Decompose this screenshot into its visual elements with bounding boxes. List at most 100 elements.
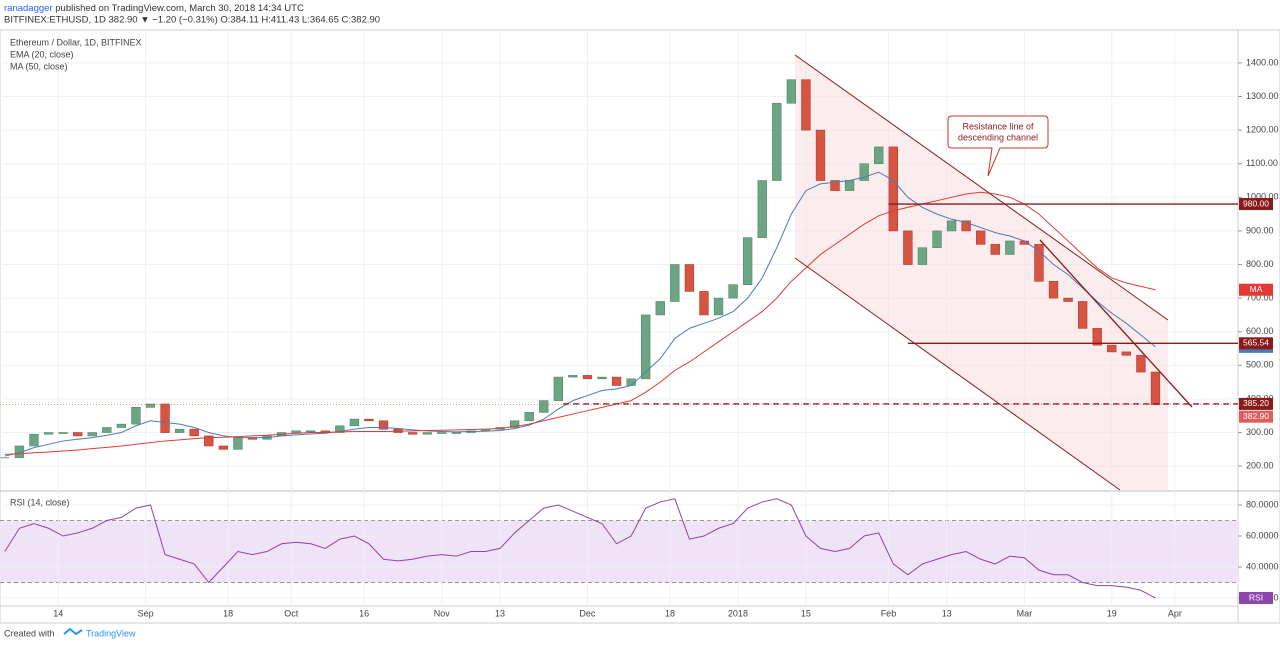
candle xyxy=(437,432,447,434)
level-label-bg xyxy=(1239,397,1273,410)
x-tick-label: Apr xyxy=(1168,608,1182,618)
candle xyxy=(43,432,54,435)
series-line xyxy=(4,171,1156,457)
candle xyxy=(641,314,651,380)
x-tick-label: Mar xyxy=(1017,608,1033,618)
candle xyxy=(830,180,840,191)
candle xyxy=(568,375,578,378)
candle xyxy=(742,237,753,285)
series-line xyxy=(4,498,1156,599)
symbol-line: BITFINEX:ETHUSD, 1D 382.90 ▼ −1.20 (−0.3… xyxy=(4,15,380,26)
candle xyxy=(655,301,665,316)
x-tick-label: 14 xyxy=(53,608,63,618)
candle xyxy=(684,264,695,292)
candle xyxy=(131,407,141,425)
level-label: 980.00 xyxy=(1243,198,1269,208)
y-tick-label: 1100.00 xyxy=(1246,158,1278,168)
x-tick-label: 15 xyxy=(801,608,811,618)
candle xyxy=(815,129,826,181)
candle xyxy=(1048,281,1059,299)
x-tick-label: 18 xyxy=(665,608,675,618)
candle xyxy=(611,376,622,386)
candle xyxy=(597,376,607,380)
candle xyxy=(670,264,680,302)
level-label: 385.20 xyxy=(1243,398,1269,408)
candle xyxy=(145,403,156,408)
candle xyxy=(990,244,1000,255)
y-tick-label: 1000.00 xyxy=(1246,192,1279,202)
resistance-line xyxy=(1039,239,1193,408)
legend-ma: MA (50, close) xyxy=(10,61,68,71)
channel-lower xyxy=(794,257,1121,491)
candle xyxy=(1034,244,1044,282)
level-label-bg xyxy=(1239,337,1273,350)
y-tick-label: 500.00 xyxy=(1246,360,1274,370)
x-tick-label: Dec xyxy=(579,608,596,618)
candle xyxy=(917,247,928,265)
series-tag: RSI xyxy=(1249,592,1263,602)
annotation-line: descending channel xyxy=(958,132,1038,142)
candle xyxy=(1107,344,1117,353)
candle xyxy=(699,291,709,316)
candle xyxy=(888,146,898,232)
candle xyxy=(233,437,243,450)
candle xyxy=(306,430,316,433)
candle xyxy=(73,432,83,437)
candle xyxy=(160,403,170,433)
x-tick-label: Feb xyxy=(881,608,897,618)
candle xyxy=(29,433,39,447)
annotation-line: Resistance line of xyxy=(962,121,1034,131)
x-tick-label: Oct xyxy=(284,608,299,618)
candle xyxy=(932,230,942,249)
x-tick-label: Nov xyxy=(434,608,451,618)
x-tick-label: 13 xyxy=(942,608,952,618)
series-tag-bg xyxy=(1239,283,1273,296)
y-tick-label: 900.00 xyxy=(1246,225,1274,235)
candle xyxy=(291,430,301,433)
candle xyxy=(218,445,228,450)
y-tick-label: 700.00 xyxy=(1246,293,1274,303)
y-tick-label: 1300.00 xyxy=(1246,91,1279,101)
candle xyxy=(713,297,724,316)
level-label: 565.54 xyxy=(1243,338,1269,348)
annotation: Resistance line of descending channel xyxy=(947,115,1049,177)
plot xyxy=(0,79,1238,599)
x-tick-label: 13 xyxy=(495,608,505,618)
candle xyxy=(1005,240,1015,255)
candle xyxy=(407,432,418,435)
footer-brand: TradingView xyxy=(86,628,136,638)
y-tick-label: 300.00 xyxy=(1246,427,1274,437)
price-tag-bg xyxy=(1239,410,1273,423)
candle xyxy=(204,435,214,447)
header: ranadagger published on TradingView.com,… xyxy=(4,3,304,14)
y-tick-label: 1200.00 xyxy=(1246,124,1279,134)
candle xyxy=(553,376,563,401)
candle xyxy=(874,146,884,165)
rsi-band xyxy=(0,520,1238,583)
candle xyxy=(976,230,986,245)
candle xyxy=(174,428,185,433)
x-tick-label: 19 xyxy=(1107,608,1117,618)
candle xyxy=(509,420,520,428)
publisher: ranadagger xyxy=(4,3,53,14)
legend-main: Ethereum / Dollar, 1D, BITFINEX xyxy=(10,37,142,47)
series-line xyxy=(4,191,1156,455)
footer-created: Created with xyxy=(4,628,55,638)
candle xyxy=(582,375,593,380)
candle xyxy=(844,180,855,191)
candle xyxy=(1121,351,1132,356)
candle xyxy=(116,423,127,428)
y-tick-label: 80.0000 xyxy=(1246,499,1279,509)
footer-logo xyxy=(63,627,83,636)
price-tag: 382.90 xyxy=(1243,411,1269,421)
candle xyxy=(102,427,112,433)
level-label-bg xyxy=(1239,198,1273,211)
candle xyxy=(772,102,782,181)
y-tick-label: 800.00 xyxy=(1246,259,1274,269)
x-tick-label: 16 xyxy=(359,608,369,618)
candle xyxy=(58,432,68,434)
candle xyxy=(349,418,360,427)
y-tick-label: 1400.00 xyxy=(1246,57,1279,67)
candle xyxy=(539,400,549,413)
